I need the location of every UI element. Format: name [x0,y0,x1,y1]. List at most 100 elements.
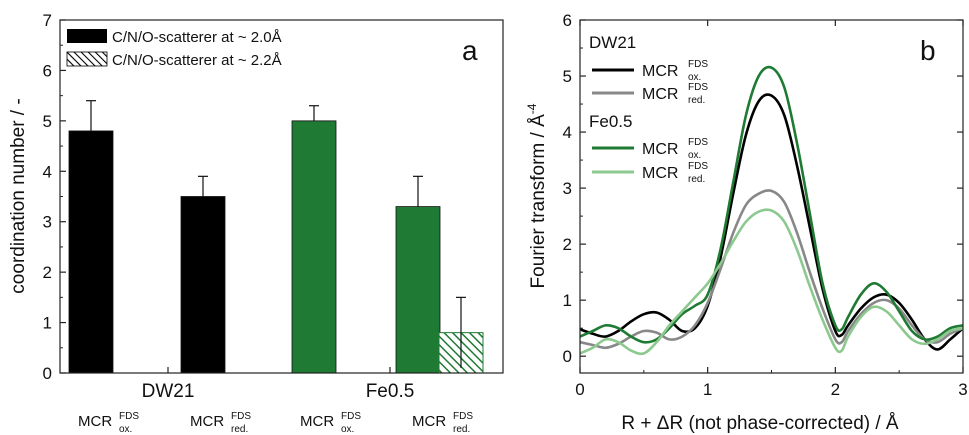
svg-text:red.: red. [453,424,470,435]
legend-label-2p0: C/N/O-scatterer at ~ 2.0Å [112,29,282,46]
panel-a-group-labels: DW21 Fe0.5 MCR FDS ox. MCR FDS red. MCR … [78,381,473,435]
svg-text:FDS: FDS [231,411,251,422]
panel-b-x-axis-label: R + ΔR (not phase-corrected) / Å [621,413,899,434]
panel-a-legend: C/N/O-scatterer at ~ 2.0Å C/N/O-scattere… [66,29,282,69]
mcr-base: MCR [642,141,678,158]
y-tick-label: 2 [563,235,572,254]
svg-text:red.: red. [688,95,705,106]
panel-b-y-tick-labels: 0 1 2 3 4 5 6 [563,11,572,366]
svg-text:MCR: MCR [642,63,678,80]
svg-text:MCR: MCR [300,413,334,430]
legend-entry-fe05-red: MCR FDS red. [592,161,708,185]
mcr-sub: ox. [688,150,701,161]
mcr-sup: FDS [341,411,361,422]
y-tick-label: 1 [563,291,572,310]
sample-label-fe05-red: MCR FDS red. [412,411,473,435]
mcr-sup: FDS [688,161,708,172]
panel-a-plot-frame [59,19,504,374]
svg-text:MCR: MCR [642,86,678,103]
mcr-sub: ox. [341,424,354,435]
y-tick-label: 4 [563,123,572,142]
legend-entry-dw21-ox: MCR FDS ox. [592,59,708,83]
sample-label-dw21-ox: MCR FDS ox. [78,411,139,435]
y-tick-label: 6 [563,11,572,30]
x-tick-label: 1 [703,380,712,399]
svg-text:red.: red. [688,174,705,185]
sample-label-fe05-ox: MCR FDS ox. [300,411,361,435]
group-label-dw21: DW21 [142,381,195,402]
mcr-base: MCR [642,165,678,182]
x-tick-label: 0 [575,380,584,399]
panel-a-error-bars [86,100,466,368]
svg-text:ox.: ox. [688,72,701,83]
mcr-sup: FDS [453,411,473,422]
legend-group-title-dw21: DW21 [589,33,636,52]
line-fe05-red [580,208,963,356]
svg-text:FDS: FDS [688,59,708,70]
svg-text:ox.: ox. [688,150,701,161]
y-tick-label: 6 [43,61,52,80]
mcr-base: MCR [78,413,112,430]
svg-text:FDS: FDS [688,161,708,172]
svg-text:MCR: MCR [642,165,678,182]
ylabel-sup: -4 [525,103,539,114]
panel-b-plot-frame [579,19,964,374]
line-dw21-ox [580,93,963,351]
legend-entry-dw21-red: MCR FDS red. [592,82,708,106]
svg-text:FDS: FDS [119,411,139,422]
mcr-sub: ox. [119,424,132,435]
group-label-fe05: Fe0.5 [366,381,415,402]
mcr-sup: FDS [688,82,708,93]
legend-entry-2p0: C/N/O-scatterer at ~ 2.0Å [67,29,282,46]
legend-swatch-solid [67,29,107,43]
mcr-sub: red. [688,95,705,106]
panel-b-x-tick-labels: 0 1 2 3 [575,380,967,399]
y-tick-label: 1 [43,314,52,333]
mcr-base: MCR [190,413,224,430]
mcr-sup: FDS [688,137,708,148]
mcr-base: MCR [642,63,678,80]
mcr-sup: FDS [119,411,139,422]
svg-text:MCR: MCR [190,413,224,430]
svg-text:FDS: FDS [688,137,708,148]
y-tick-label: 0 [43,364,52,383]
y-tick-label: 5 [563,67,572,86]
svg-text:ox.: ox. [119,424,132,435]
legend-label-2p2: C/N/O-scatterer at ~ 2.2Å [112,52,282,69]
mcr-base: MCR [300,413,334,430]
x-tick-label: 2 [831,380,840,399]
bar-fe05-red-2p0 [395,206,441,374]
mcr-sup: FDS [231,411,251,422]
panel-a-y-tick-labels: 0 1 2 3 4 5 6 7 [43,11,52,383]
legend-group-title-fe05: Fe0.5 [589,112,632,131]
panel-b-y-axis-label: Fourier transform / Å-4 [525,103,549,288]
mcr-sub: red. [453,424,470,435]
panel-b: 0 1 2 3 4 5 6 0 1 2 3 Fourier transform / Å-4 R +… [525,11,968,434]
svg-text:FDS: FDS [341,411,361,422]
mcr-sub: ox. [688,72,701,83]
x-tick-label: 3 [958,380,967,399]
y-tick-label: 7 [43,11,52,30]
legend-entry-2p2: C/N/O-scatterer at ~ 2.2Å [66,51,282,69]
bar-dw21-ox-2p0 [68,130,114,374]
panel-a-y-axis-label: coordination number / - [8,98,29,293]
svg-text:MCR: MCR [78,413,112,430]
ylabel-main: Fourier transform / Å [528,114,549,289]
svg-text:MCR: MCR [642,141,678,158]
svg-text:MCR: MCR [412,413,446,430]
y-tick-label: 0 [563,347,572,366]
bar-dw21-red-2p0 [180,196,226,374]
bar-fe05-ox-2p0 [291,120,337,374]
panel-a-label: a [462,35,478,66]
mcr-sub: red. [688,174,705,185]
panel-b-label: b [920,35,936,66]
legend-swatch-hatched [66,51,108,67]
y-tick-label: 5 [43,112,52,131]
y-tick-label: 2 [43,263,52,282]
panel-a: 0 1 2 3 4 5 6 7 coordination number / - a C/N/O… [8,11,504,435]
mcr-sub: red. [231,424,248,435]
svg-text:FDS: FDS [453,411,473,422]
line-fe05-ox [580,65,963,344]
y-tick-label: 3 [43,213,52,232]
